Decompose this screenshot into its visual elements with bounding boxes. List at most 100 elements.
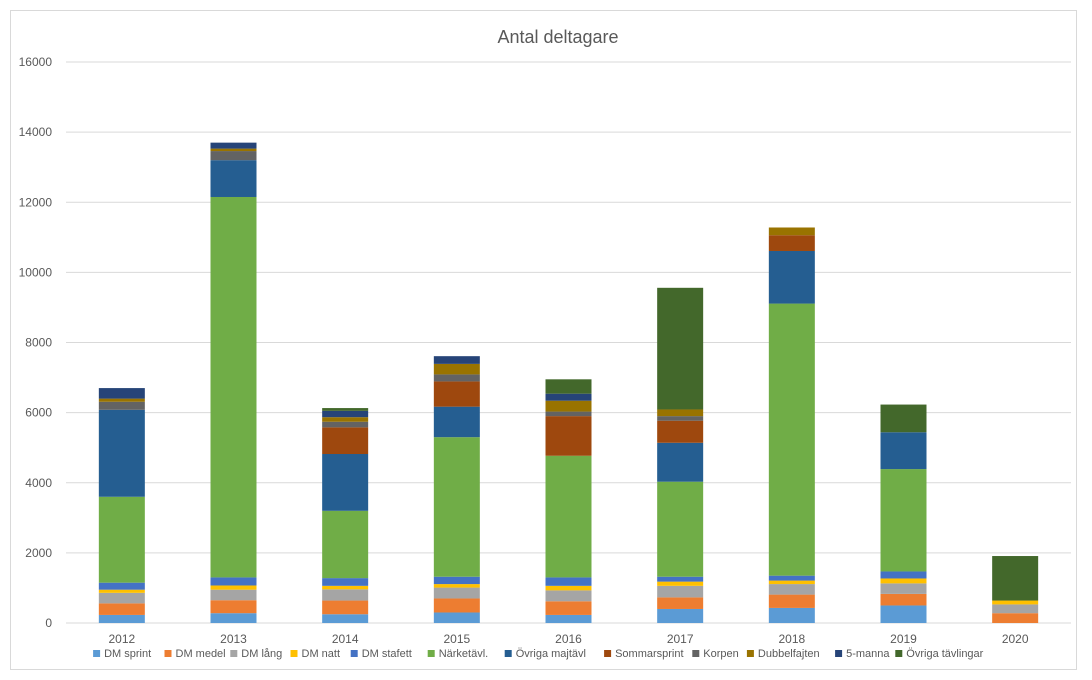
- bar-stack-2017: [657, 287, 704, 623]
- legend-label: DM medel: [176, 648, 226, 660]
- legend-swatch: [290, 650, 298, 657]
- legend-item: Sommarsprint: [604, 648, 684, 660]
- y-tick-label: 12000: [19, 195, 53, 209]
- bar-segment: [433, 374, 480, 382]
- legend-item: DM stafett: [350, 648, 412, 660]
- legend-item: 5-manna: [835, 648, 890, 660]
- y-tick-label: 2000: [25, 546, 52, 560]
- bar-segment: [657, 608, 704, 623]
- bar-segment: [210, 613, 257, 623]
- bar-segment: [545, 614, 592, 623]
- y-tick-label: 4000: [25, 476, 52, 490]
- legend-label: Korpen: [703, 648, 738, 660]
- chart-svg: Antal deltagare 0 2000 4000 6000 8000 10000 12…: [19, 27, 1071, 660]
- bar-segment: [880, 432, 927, 470]
- bar-segment: [880, 578, 927, 584]
- legend-item: DM sprint: [93, 648, 151, 660]
- bar-segment: [433, 406, 480, 438]
- legend-swatch: [350, 650, 358, 657]
- bar-segment: [657, 442, 704, 482]
- bar-segment: [657, 420, 704, 443]
- legend-label: 5-manna: [846, 648, 890, 660]
- y-tick-label: 16000: [19, 55, 53, 69]
- bar-stack-2015: [433, 356, 480, 623]
- y-tick-label: 0: [45, 616, 52, 630]
- bar-segment: [210, 577, 257, 586]
- bar-stack-2013: [210, 142, 257, 623]
- legend-label: Sommarsprint: [615, 648, 683, 660]
- legend-label: DM lång: [241, 648, 282, 660]
- bar-segment: [433, 576, 480, 585]
- legend-swatch: [230, 650, 238, 657]
- bar-segment: [322, 427, 369, 454]
- bar-segment: [98, 401, 145, 410]
- bar-segment: [433, 587, 480, 599]
- bar-segment: [322, 614, 369, 623]
- bar-stack-2018: [768, 227, 815, 623]
- legend-item: DM lång: [230, 648, 282, 660]
- bar-segment: [98, 388, 145, 399]
- bar-segment: [657, 481, 704, 577]
- legend-item: Korpen: [692, 648, 739, 660]
- bar-segment: [768, 594, 815, 608]
- legend-label: Övriga majtävl: [516, 648, 586, 660]
- bar-stack-2012: [98, 388, 145, 623]
- bar-segment: [322, 421, 369, 428]
- y-tick-label: 6000: [25, 406, 52, 420]
- x-tick-label: 2018: [778, 632, 805, 646]
- bar-segment: [880, 583, 927, 594]
- bar-segment: [322, 589, 369, 601]
- bar-segment: [433, 363, 480, 375]
- bar-segment: [433, 381, 480, 407]
- bar-segment: [768, 607, 815, 623]
- bar-segment: [210, 585, 257, 590]
- bar-segment: [768, 235, 815, 251]
- x-tick-label: 2012: [108, 632, 135, 646]
- bar-segment: [657, 585, 704, 598]
- bar-segment: [433, 598, 480, 613]
- x-tick-label: 2020: [1002, 632, 1029, 646]
- bar-segment: [768, 575, 815, 581]
- bar-segment: [545, 400, 592, 412]
- bar-segment: [880, 404, 927, 433]
- bar-segment: [98, 592, 145, 604]
- bar-segment: [433, 356, 480, 364]
- bar-stacks: [98, 142, 1039, 623]
- legend-item: DM medel: [164, 648, 226, 660]
- legend-swatch: [164, 650, 172, 657]
- bar-segment: [98, 398, 145, 402]
- chart-title: Antal deltagare: [497, 27, 618, 47]
- bar-segment: [98, 589, 145, 593]
- bar-segment: [545, 393, 592, 401]
- bar-segment: [322, 417, 369, 422]
- legend-item: Närketävl.: [427, 648, 488, 660]
- bar-segment: [322, 600, 369, 615]
- bar-stack-2019: [880, 404, 927, 623]
- bar-segment: [210, 148, 257, 152]
- bar-segment: [768, 584, 815, 595]
- bar-segment: [992, 556, 1039, 601]
- legend-label: DM natt: [302, 648, 341, 660]
- legend-swatch: [746, 650, 754, 657]
- bar-stack-2014: [322, 408, 369, 623]
- legend: DM sprint DM medel DM lång DM natt DM stafet…: [93, 648, 984, 660]
- legend-swatch: [835, 650, 843, 657]
- x-tick-label: 2015: [443, 632, 470, 646]
- x-tick-label: 2014: [332, 632, 359, 646]
- x-tick-label: 2019: [890, 632, 917, 646]
- bar-segment: [768, 303, 815, 576]
- bar-segment: [98, 582, 145, 590]
- legend-swatch: [895, 650, 903, 657]
- bar-segment: [545, 577, 592, 586]
- bar-segment: [322, 578, 369, 586]
- x-tick-label: 2013: [220, 632, 247, 646]
- x-axis-tick-labels: 2012 2013 2014 2015 2016 2017 2018 2019 2020: [108, 632, 1028, 646]
- bar-segment: [657, 576, 704, 582]
- legend-swatch: [692, 650, 700, 657]
- bar-segment: [210, 600, 257, 614]
- bar-segment: [210, 151, 257, 161]
- bar-segment: [657, 416, 704, 421]
- bar-segment: [98, 603, 145, 615]
- legend-item: DM natt: [290, 648, 341, 660]
- legend-item: Övriga tävlingar: [895, 648, 984, 660]
